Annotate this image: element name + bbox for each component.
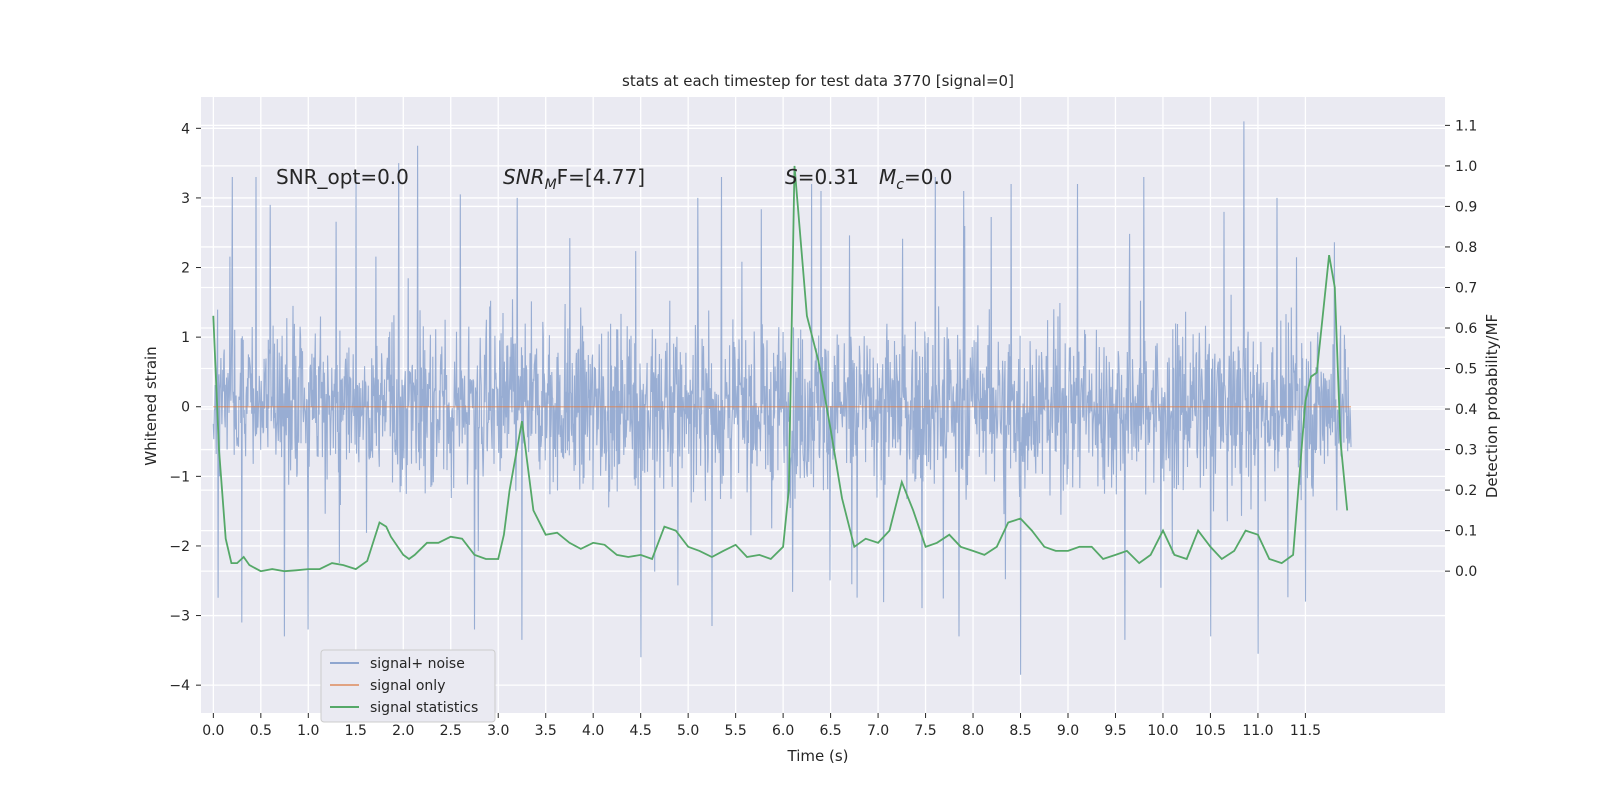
x-tick-label: 7.0 xyxy=(867,723,889,739)
y-right-tick-label: 0.3 xyxy=(1455,443,1477,459)
series-signal-plus-noise xyxy=(212,121,1352,675)
y-right-tick-label: 0.1 xyxy=(1455,524,1477,540)
y-right-tick-label: 0.9 xyxy=(1455,199,1477,215)
y-left-tick-label: −4 xyxy=(169,678,190,694)
y-right-tick-label: 0.0 xyxy=(1455,564,1477,580)
x-tick-label: 10.0 xyxy=(1147,723,1178,739)
y-right-axis-ticks: 0.0 0.1 0.2 0.3 0.4 0.5 0.6 0.7 0.8 0.9 1.0 1.1 xyxy=(1445,118,1477,580)
y-left-tick-label: 1 xyxy=(181,330,190,346)
x-axis-label: Time (s) xyxy=(787,747,849,765)
x-tick-label: 11.0 xyxy=(1242,723,1273,739)
legend-label-signal-only: signal only xyxy=(370,678,445,694)
y-left-tick-label: 2 xyxy=(181,261,190,277)
x-tick-label: 9.0 xyxy=(1057,723,1079,739)
x-tick-label: 4.5 xyxy=(630,723,652,739)
series-signal-statistics xyxy=(212,165,1349,573)
y-right-tick-label: 1.0 xyxy=(1455,159,1477,175)
x-tick-label: 3.0 xyxy=(487,723,509,739)
y-right-tick-label: 0.5 xyxy=(1455,362,1477,378)
x-tick-label: 11.5 xyxy=(1290,723,1321,739)
y-left-tick-label: −3 xyxy=(169,609,190,625)
annotation-stat: S=0.31 xyxy=(785,165,859,189)
y-left-tick-label: −2 xyxy=(169,539,190,555)
y-right-tick-label: 0.8 xyxy=(1455,240,1477,256)
x-tick-label: 0.0 xyxy=(202,723,224,739)
y-left-axis-ticks: −4 −3 −2 −1 0 1 2 3 4 xyxy=(169,121,201,694)
x-tick-label: 8.0 xyxy=(962,723,984,739)
annotation-snr-opt: SNR_opt=0.0 xyxy=(276,165,409,189)
chart-title: stats at each timestep for test data 377… xyxy=(622,72,1014,90)
x-tick-label: 6.5 xyxy=(819,723,841,739)
annotation-mc: Mc=0.0 xyxy=(879,165,953,193)
y-right-tick-label: 0.4 xyxy=(1455,402,1477,418)
x-tick-label: 5.5 xyxy=(725,723,747,739)
x-tick-label: 0.5 xyxy=(250,723,272,739)
y-left-tick-label: 3 xyxy=(181,191,190,207)
y-left-axis-label: Whitened strain xyxy=(142,346,160,465)
y-right-tick-label: 0.7 xyxy=(1455,280,1477,296)
y-left-tick-label: 4 xyxy=(181,121,190,137)
legend-box xyxy=(320,649,496,723)
legend-label-signal-statistics: signal statistics xyxy=(370,700,478,716)
y-right-tick-label: 1.1 xyxy=(1455,118,1477,134)
y-right-tick-label: 0.2 xyxy=(1455,483,1477,499)
y-left-tick-label: 0 xyxy=(181,400,190,416)
x-tick-label: 8.5 xyxy=(1009,723,1031,739)
x-tick-label: 4.0 xyxy=(582,723,604,739)
x-tick-label: 1.5 xyxy=(345,723,367,739)
x-tick-label: 1.0 xyxy=(297,723,319,739)
x-tick-label: 2.5 xyxy=(440,723,462,739)
y-right-tick-label: 0.6 xyxy=(1455,321,1477,337)
annotation-snr-mf: SNRMF=[4.77] xyxy=(503,165,645,193)
y-right-axis-label: Detection probability/MF xyxy=(1483,314,1501,498)
x-axis-ticks: 0.0 0.5 1.0 1.5 2.0 2.5 3.0 3.5 4.0 4.5 5.0 5.5 6.0 6… xyxy=(202,713,1321,739)
x-tick-label: 6.0 xyxy=(772,723,794,739)
x-tick-label: 5.0 xyxy=(677,723,699,739)
legend: signal+ noise signal only signal statist… xyxy=(320,649,496,723)
x-tick-label: 3.5 xyxy=(535,723,557,739)
series-line-signal-plus-noise xyxy=(212,121,1352,675)
series-line-signal-statistics xyxy=(212,165,1349,573)
legend-label-signal-plus-noise: signal+ noise xyxy=(370,656,465,672)
x-tick-label: 2.0 xyxy=(392,723,414,739)
x-tick-label: 7.5 xyxy=(914,723,936,739)
x-tick-label: 9.5 xyxy=(1104,723,1126,739)
x-tick-label: 10.5 xyxy=(1195,723,1226,739)
y-left-tick-label: −1 xyxy=(169,469,190,485)
